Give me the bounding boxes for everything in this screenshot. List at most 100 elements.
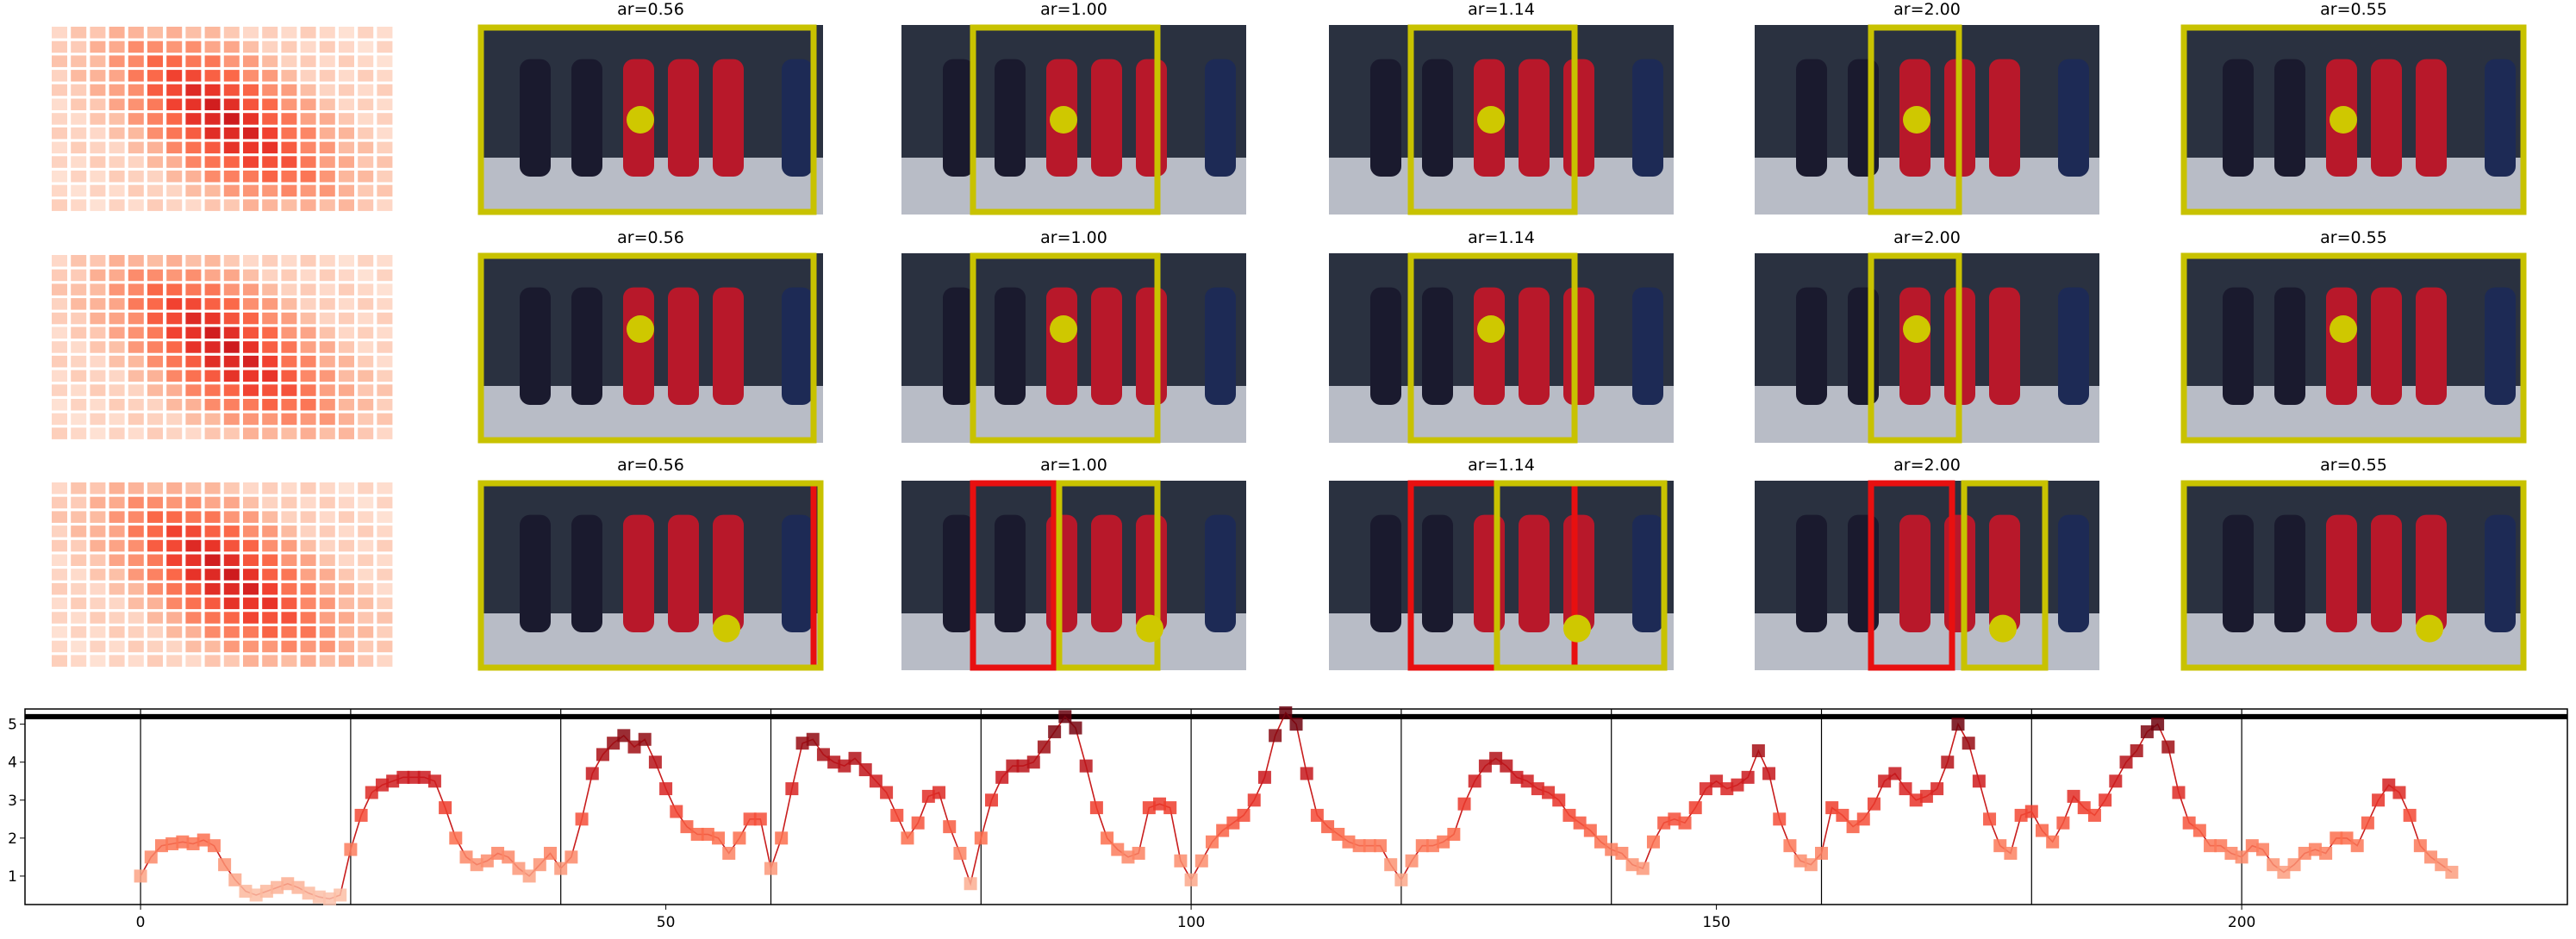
heatmap-cell — [147, 199, 163, 211]
heatmap-cell — [90, 482, 106, 494]
heatmap-cell — [147, 127, 163, 140]
photo-figure — [1136, 59, 1167, 177]
marker — [869, 774, 883, 788]
heatmap-cell — [243, 84, 259, 96]
heatmap-cell — [204, 355, 221, 368]
marker — [1058, 710, 1072, 724]
keypoint — [1050, 106, 1077, 134]
heatmap-cell — [319, 156, 335, 168]
heatmap-cell — [243, 582, 259, 595]
heatmap-cell — [185, 184, 202, 197]
photo-figure — [1563, 59, 1594, 177]
marker — [753, 812, 767, 826]
heatmap-cell — [128, 113, 144, 125]
heatmap-cell — [52, 427, 67, 439]
heatmap-cell — [243, 539, 259, 552]
marker — [281, 877, 295, 891]
heatmap-cell — [319, 171, 335, 183]
panel-title: ar=0.55 — [2320, 228, 2387, 247]
y-tick-label: 5 — [8, 717, 17, 734]
marker — [2182, 816, 2196, 830]
heatmap-cell — [166, 597, 183, 610]
heatmap-cell — [223, 55, 240, 67]
heatmap-cell — [223, 370, 240, 382]
heatmap-cell — [52, 269, 67, 282]
marker — [1783, 839, 1797, 853]
heatmap-cell — [52, 612, 67, 624]
heatmap-cell — [339, 40, 354, 53]
heatmap-cell — [90, 70, 106, 82]
y-tick-label: 3 — [8, 793, 17, 810]
panel-title: ar=1.14 — [1468, 0, 1535, 19]
marker — [1993, 839, 2007, 853]
marker — [1132, 846, 1145, 860]
heatmap-cell — [204, 612, 221, 624]
heatmap-cell — [377, 127, 393, 140]
marker — [1678, 816, 1692, 830]
heatmap-cell — [52, 539, 67, 552]
heatmap-cell — [204, 370, 221, 382]
heatmap-cell — [71, 113, 87, 125]
heatmap-cell — [243, 597, 259, 610]
marker — [1909, 793, 1923, 807]
marker — [596, 748, 609, 762]
heatmap-cell — [300, 413, 316, 426]
heatmap-cell — [52, 171, 67, 183]
heatmap-cell — [185, 525, 202, 538]
heatmap-cell — [166, 113, 183, 125]
heatmap-cell — [281, 156, 297, 168]
heatmap-cell — [281, 496, 297, 509]
heatmap-cell — [52, 255, 67, 267]
keypoint — [1477, 106, 1505, 134]
heatmap-cell — [358, 98, 374, 110]
heatmap-cell — [147, 27, 163, 39]
marker — [2214, 839, 2228, 853]
marker — [785, 782, 799, 796]
heatmap-cell — [166, 84, 183, 96]
photo-figure — [2416, 59, 2447, 177]
heatmap-cell — [377, 298, 393, 310]
heatmap-cell — [339, 612, 354, 624]
heatmap-cell — [147, 171, 163, 183]
heatmap-cell — [243, 40, 259, 53]
bounding-box — [1961, 480, 2049, 671]
heatmap-cell — [52, 569, 67, 581]
heatmap-cell — [71, 171, 87, 183]
heatmap-cell — [147, 525, 163, 538]
x-tick-label: 50 — [657, 914, 676, 931]
heatmap-cell — [300, 312, 316, 325]
photo-figure — [713, 514, 744, 632]
heatmap-cell — [319, 298, 335, 310]
marker — [239, 885, 253, 899]
heatmap-cell — [243, 171, 259, 183]
heatmap-cell — [166, 640, 183, 653]
marker — [176, 835, 190, 849]
heatmap-cell — [185, 255, 202, 267]
heatmap-cell — [358, 626, 374, 638]
heatmap-cell — [128, 597, 144, 610]
panel-title: ar=2.00 — [1893, 228, 1961, 247]
heatmap-cell — [319, 482, 335, 494]
heatmap-cell — [358, 55, 374, 67]
heatmap-cell — [128, 269, 144, 282]
heatmap-cell — [281, 612, 297, 624]
heatmap-cell — [300, 655, 316, 667]
heatmap-cell — [109, 184, 125, 197]
heatmap-cell — [300, 582, 316, 595]
heatmap-cell — [147, 355, 163, 368]
heatmap-cell — [109, 171, 125, 183]
heatmap-cell — [147, 539, 163, 552]
heatmap-cell — [358, 70, 374, 82]
heatmap-cell — [377, 655, 393, 667]
heatmap-cell — [377, 539, 393, 552]
marker — [2024, 805, 2038, 818]
heatmap-cell — [204, 496, 221, 509]
marker — [712, 831, 726, 845]
heatmap-cell — [109, 283, 125, 295]
marker — [1121, 850, 1135, 864]
heatmap-cell — [377, 399, 393, 411]
heatmap-cell — [128, 413, 144, 426]
heatmap-cell — [339, 399, 354, 411]
bounding-box — [477, 480, 824, 671]
